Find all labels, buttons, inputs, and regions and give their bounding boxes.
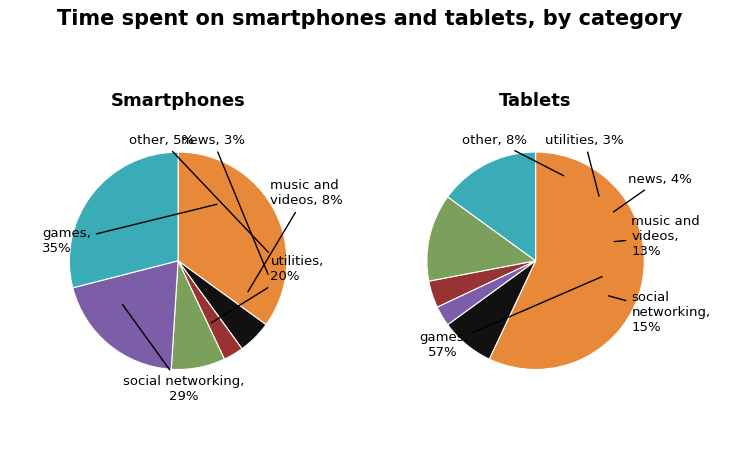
Wedge shape: [429, 261, 536, 307]
Text: music and
videos,
13%: music and videos, 13%: [614, 215, 700, 258]
Title: Smartphones: Smartphones: [111, 91, 245, 110]
Wedge shape: [448, 152, 536, 261]
Text: other, 8%: other, 8%: [462, 134, 564, 176]
Text: other, 5%: other, 5%: [129, 134, 268, 252]
Wedge shape: [171, 261, 225, 369]
Wedge shape: [72, 261, 178, 369]
Text: news, 4%: news, 4%: [613, 173, 692, 212]
Wedge shape: [178, 152, 287, 325]
Text: utilities, 3%: utilities, 3%: [545, 134, 624, 196]
Wedge shape: [178, 261, 266, 349]
Wedge shape: [448, 261, 536, 359]
Wedge shape: [178, 261, 242, 359]
Wedge shape: [437, 261, 536, 325]
Text: Time spent on smartphones and tablets, by category: Time spent on smartphones and tablets, b…: [57, 9, 682, 29]
Wedge shape: [69, 152, 178, 288]
Text: utilities,
20%: utilities, 20%: [211, 256, 324, 323]
Text: games,
57%: games, 57%: [419, 277, 602, 359]
Text: social networking,
29%: social networking, 29%: [123, 305, 244, 403]
Text: news, 3%: news, 3%: [181, 134, 268, 274]
Wedge shape: [489, 152, 644, 369]
Wedge shape: [427, 197, 536, 281]
Text: music and
videos, 8%: music and videos, 8%: [248, 179, 343, 292]
Text: games,
35%: games, 35%: [42, 204, 217, 255]
Title: Tablets: Tablets: [500, 91, 572, 110]
Text: social
networking,
15%: social networking, 15%: [609, 291, 710, 335]
